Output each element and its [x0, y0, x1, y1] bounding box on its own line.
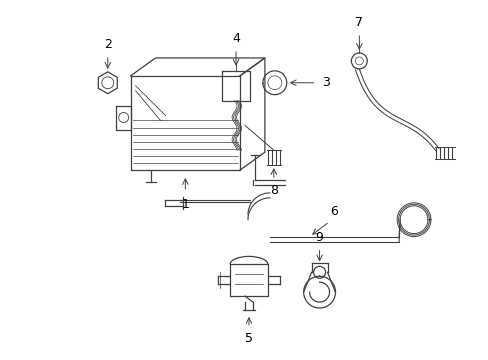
Text: 2: 2: [103, 38, 111, 51]
Text: 8: 8: [269, 184, 277, 197]
Text: 5: 5: [244, 332, 252, 345]
Text: 3: 3: [322, 76, 330, 89]
Text: 1: 1: [181, 198, 189, 211]
Text: 6: 6: [330, 205, 338, 218]
Text: 7: 7: [355, 16, 363, 29]
Text: 9: 9: [315, 230, 323, 243]
Text: 4: 4: [232, 32, 240, 45]
